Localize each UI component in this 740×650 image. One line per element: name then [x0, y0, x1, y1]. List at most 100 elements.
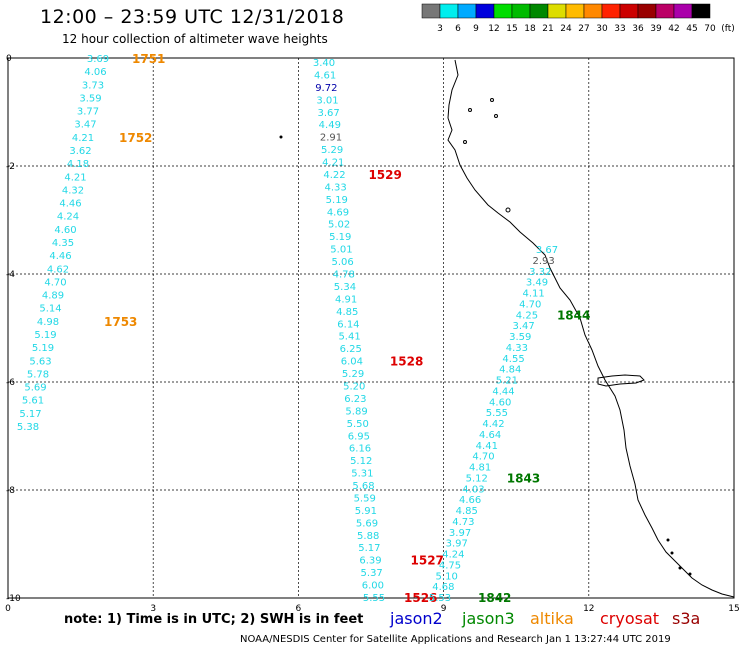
x-tick-label: 6: [296, 604, 302, 614]
wave-height-value: 5.63: [29, 356, 51, 367]
graticule: 0 3 6 9 12 15 0 -2 -4 -6 -8 -10: [5, 54, 740, 614]
wave-height-value: 3.47: [74, 120, 96, 131]
island-dot: [490, 98, 494, 102]
wave-height-value: 4.78: [333, 270, 355, 281]
wave-height-value: 4.66: [459, 495, 481, 506]
wave-height-value: 5.89: [345, 406, 367, 417]
wave-height-value: 4.62: [47, 264, 69, 275]
color-scale-label: 12: [488, 24, 499, 34]
color-scale-label: 30: [596, 24, 608, 34]
color-scale-label: 24: [560, 24, 572, 34]
wave-height-value: 3.77: [77, 107, 99, 118]
island-dot: [670, 551, 674, 555]
wave-height-value: 5.41: [338, 332, 360, 343]
color-scale-legend: 3 6 9 12 15 18 21 24 27 30 33 36 39 42 45 70 (ft): [421, 3, 735, 34]
color-scale-label: 9: [473, 24, 479, 34]
wave-height-value: 4.85: [456, 506, 478, 517]
wave-height-value: 5.38: [17, 422, 39, 433]
wave-height-value: 4.46: [49, 251, 71, 262]
color-scale-label: (ft): [721, 24, 735, 34]
island-dot: [279, 135, 283, 139]
wave-height-value: 4.70: [44, 277, 66, 288]
wave-height-value: 5.10: [436, 571, 458, 582]
wave-height-value: 5.91: [355, 506, 377, 517]
wave-height-value: 3.40: [313, 58, 335, 69]
wave-height-value: 4.69: [327, 207, 349, 218]
credit-line: NOAA/NESDIS Center for Satellite Applica…: [240, 634, 671, 645]
wave-height-value: 4.98: [37, 317, 59, 328]
wave-height-value: 4.60: [54, 225, 76, 236]
wave-height-value: 4.60: [489, 397, 511, 408]
wave-height-value: 3.49: [526, 278, 548, 289]
coastline-main: [447, 59, 735, 598]
wave-height-value: 5.55: [363, 593, 385, 604]
wave-height-value: 4.21: [322, 158, 344, 169]
wave-height-value: 6.23: [344, 394, 366, 405]
coastline: [279, 59, 735, 598]
wave-height-value: 4.61: [314, 70, 336, 81]
wave-height-value: 3.67: [536, 245, 558, 256]
y-tick-label: -10: [6, 594, 21, 604]
pass-time-label: 1528: [390, 355, 423, 369]
wave-height-value: 3.67: [318, 108, 340, 119]
island-dot: [666, 538, 670, 542]
wave-height-value: 3.47: [512, 321, 534, 332]
y-tick-label: 0: [6, 54, 12, 64]
wave-height-value: 6.95: [348, 431, 370, 442]
wave-height-value: 4.35: [52, 238, 74, 249]
pass-time-label: 1751: [132, 52, 165, 66]
pass-time-label: 1842: [478, 591, 511, 605]
pass-time-label: 1844: [557, 308, 590, 322]
wave-height-value: 4.33: [506, 343, 528, 354]
pass-time-label: 1753: [104, 315, 137, 329]
color-scale-swatch: [691, 3, 711, 19]
y-tick-label: -2: [6, 162, 15, 172]
wave-height-value: 4.68: [432, 582, 454, 593]
wave-height-value: 4.73: [452, 517, 474, 528]
wave-height-value: 2.93: [533, 256, 555, 267]
wave-height-value: 4.85: [336, 307, 358, 318]
wave-height-value: 4.11: [522, 289, 544, 300]
wave-height-value: 5.20: [343, 381, 365, 392]
wave-height-value: 4.03: [462, 484, 484, 495]
wave-height-value: 3.59: [79, 93, 101, 104]
wave-height-value: 6.04: [341, 357, 363, 368]
color-scale-label: 6: [455, 24, 461, 34]
color-scale-label: 33: [614, 24, 625, 34]
y-tick-label: -8: [6, 486, 15, 496]
wave-height-value: 4.06: [84, 67, 106, 78]
wave-height-value: 4.84: [499, 365, 521, 376]
satellite-s3a: s3a: [672, 609, 701, 628]
wave-height-value: 2.91: [320, 133, 342, 144]
wave-height-value: 4.89: [42, 291, 64, 302]
coastline-peninsula: [597, 374, 645, 387]
wave-height-value: 4.55: [502, 354, 524, 365]
color-scale-label: 18: [524, 24, 536, 34]
pass-time-label: 1527: [411, 554, 444, 568]
pass-time-label: 1526: [404, 591, 437, 605]
wave-height-value: 5.29: [342, 369, 364, 380]
y-tick-label: -4: [6, 270, 15, 280]
wave-height-value: 6.00: [362, 581, 384, 592]
color-scale-label: 42: [668, 24, 679, 34]
wave-height-value: 5.06: [331, 257, 353, 268]
map-subtitle: 12 hour collection of altimeter wave hei…: [62, 32, 328, 46]
x-tick-label: 12: [583, 604, 594, 614]
wave-height-value: 3.69: [87, 54, 109, 65]
satellite-jason2: jason2: [390, 609, 443, 628]
pass-time-label: 1752: [119, 131, 152, 145]
color-scale-label: 39: [650, 24, 662, 34]
wave-height-value: 5.19: [34, 330, 56, 341]
color-scale-label: 36: [632, 24, 644, 34]
island-dot: [688, 572, 692, 576]
wave-height-value: 3.32: [529, 267, 551, 278]
wave-height-value: 5.61: [22, 396, 44, 407]
wave-height-value: 4.75: [439, 560, 461, 571]
wave-height-value: 5.59: [354, 493, 376, 504]
wave-height-value: 5.78: [27, 369, 49, 380]
wave-height-value: 3.73: [82, 80, 104, 91]
color-scale-label: 70: [704, 24, 716, 34]
wave-height-value: 5.69: [24, 383, 46, 394]
wave-height-value: 3.59: [509, 332, 531, 343]
